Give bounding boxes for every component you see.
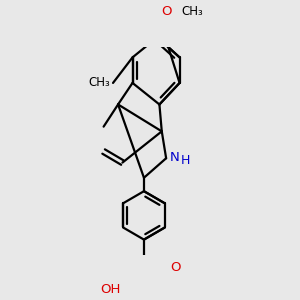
Text: CH₃: CH₃: [88, 76, 110, 89]
Text: H: H: [180, 154, 190, 167]
Text: CH₃: CH₃: [181, 5, 203, 18]
Text: O: O: [170, 261, 181, 274]
Text: N: N: [169, 151, 179, 164]
Text: OH: OH: [101, 283, 121, 296]
Text: O: O: [161, 5, 171, 18]
